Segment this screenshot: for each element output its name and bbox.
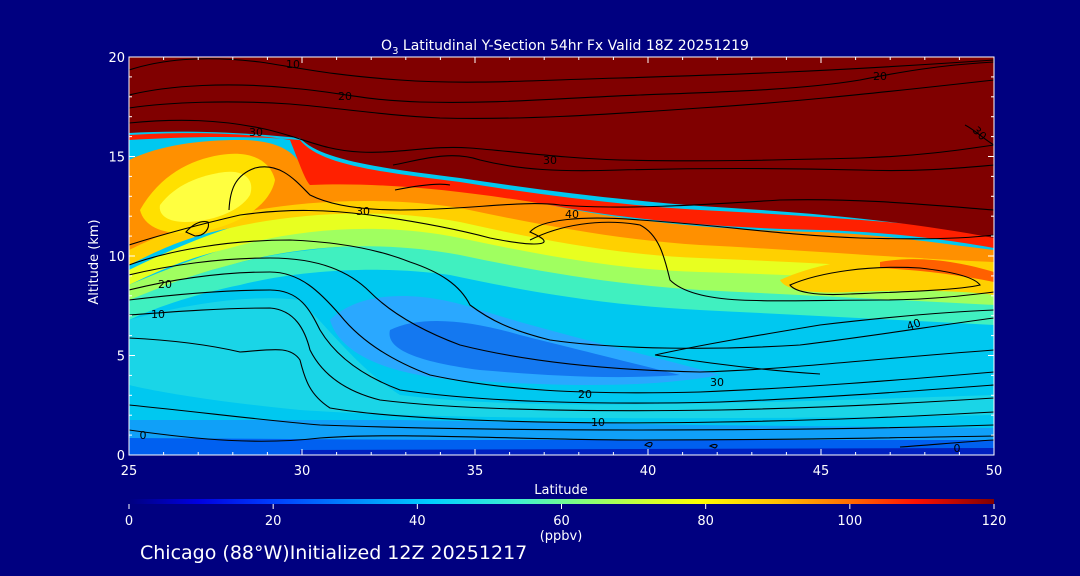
chart-title: O3 Latitudinal Y-Section 54hr Fx Valid 1… (381, 38, 749, 57)
contour-line (129, 271, 994, 394)
x-tick-label: 30 (294, 464, 311, 479)
colorbar-tick-label: 120 (982, 514, 1007, 529)
colorbar-tick-label: 100 (837, 514, 862, 529)
contour-line (899, 439, 994, 448)
contour-line (654, 354, 821, 375)
contour-line (129, 337, 994, 424)
colorbar-ticks (128, 504, 995, 509)
contour-line (708, 443, 718, 449)
x-tick-label: 50 (986, 464, 1003, 479)
contour-line (129, 239, 994, 349)
contour-label: 30 (356, 205, 370, 218)
colorbar-unit-label: (ppbv) (540, 529, 583, 544)
y-tick-label: 20 (108, 51, 125, 66)
colorbar-tick-label: 40 (409, 514, 426, 529)
contour-label: 10 (286, 58, 300, 71)
y-axis (129, 56, 994, 456)
contour-line (394, 183, 451, 191)
contour-line (129, 289, 994, 404)
contour-label: 0 (954, 442, 961, 455)
contour-label: 30 (249, 126, 263, 139)
contour-label: 30 (710, 376, 724, 389)
contour-line (129, 58, 994, 83)
colorbar-tick-label: 80 (697, 514, 714, 529)
contour-label: 20 (578, 388, 592, 401)
contour-line (129, 61, 994, 103)
contour-line (129, 404, 994, 431)
contour-label: 10 (151, 308, 165, 321)
contour-label: 20 (873, 70, 887, 83)
x-tick-label: 35 (467, 464, 484, 479)
contour-line (129, 119, 994, 162)
contour-label: 20 (158, 278, 172, 291)
y-axis-tick-labels: 0 5 10 15 20 (108, 51, 125, 464)
contour-line (529, 221, 994, 302)
colorbar-tick-labels: 0 20 40 60 80 100 120 (125, 514, 1007, 529)
contour-line (392, 155, 994, 172)
y-tick-label: 10 (108, 250, 125, 265)
contour-line (129, 79, 994, 119)
x-axis (128, 57, 995, 455)
contour-label: 20 (338, 90, 352, 103)
y-tick-label: 0 (117, 449, 125, 464)
contour-labels: 10 20 30 30 30 40 20 30 20 10 40 30 20 1… (140, 58, 990, 455)
contour-label: 10 (591, 416, 605, 429)
colorbar-tick-label: 20 (265, 514, 282, 529)
footer-location-init: Chicago (88°W)Initialized 12Z 20251217 (140, 542, 528, 564)
colorbar-tick-label: 0 (125, 514, 133, 529)
contour-label: 40 (905, 316, 923, 333)
contour-line (129, 307, 994, 412)
contour-line (129, 257, 994, 373)
x-axis-tick-labels: 25 30 35 40 45 50 (121, 464, 1003, 479)
contour-label: 30 (543, 154, 557, 167)
contour-line (654, 309, 994, 356)
contour-line (129, 209, 994, 246)
contour-line (185, 221, 209, 237)
x-tick-label: 25 (121, 464, 138, 479)
contour-lines (129, 58, 994, 449)
colorbar (129, 499, 994, 504)
x-axis-label: Latitude (534, 483, 588, 498)
contour-label: 0 (140, 429, 147, 442)
x-tick-label: 45 (813, 464, 830, 479)
y-tick-label: 5 (117, 350, 125, 365)
contour-line (644, 441, 653, 448)
contour-line (228, 166, 994, 211)
contour-line (129, 429, 994, 442)
y-axis-label: Altitude (km) (87, 219, 102, 304)
contour-line (789, 266, 981, 296)
x-tick-label: 40 (640, 464, 657, 479)
colorbar-tick-label: 60 (553, 514, 570, 529)
contour-line (964, 124, 994, 146)
y-tick-label: 15 (108, 151, 125, 166)
contour-label: 40 (565, 208, 579, 221)
